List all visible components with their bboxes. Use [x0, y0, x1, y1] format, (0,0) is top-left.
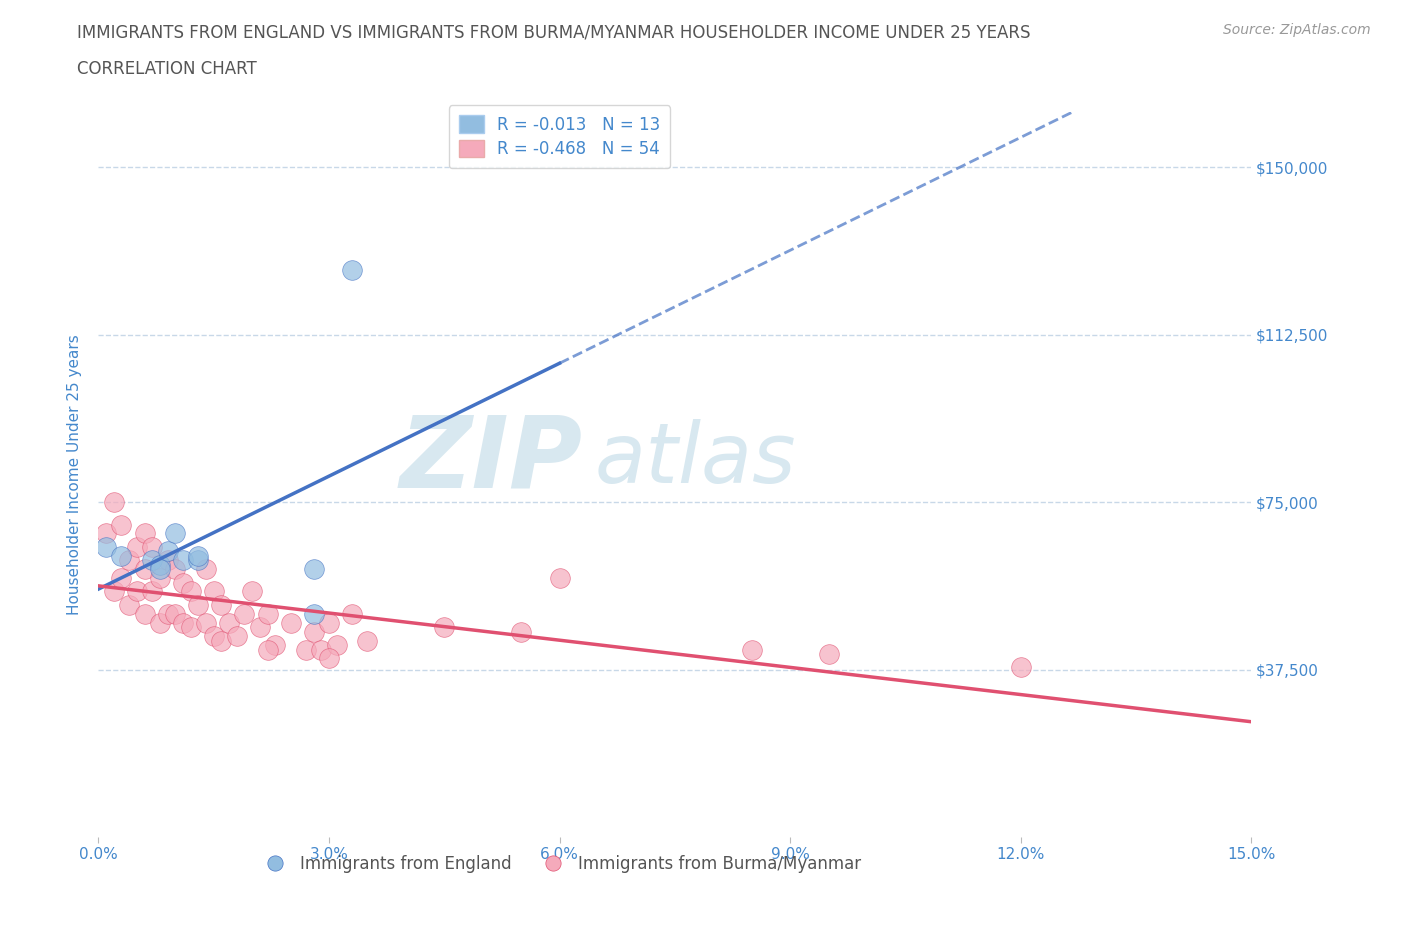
Point [125, 584, 148, 599]
Text: atlas: atlas [595, 419, 796, 500]
Point [225, 629, 247, 644]
Point [149, 571, 172, 586]
Point [240, 584, 263, 599]
Point [110, 549, 132, 564]
Point [218, 616, 240, 631]
Text: Source: ZipAtlas.com: Source: ZipAtlas.com [1223, 23, 1371, 37]
Point [141, 584, 163, 599]
Point [548, 571, 571, 586]
Point [340, 262, 363, 277]
Point [110, 571, 132, 586]
Point [134, 526, 156, 541]
Point [149, 562, 172, 577]
Point [156, 544, 179, 559]
Text: ZIP: ZIP [399, 411, 582, 509]
Point [165, 562, 187, 577]
Point [295, 642, 318, 657]
Point [118, 597, 141, 612]
Point [264, 638, 287, 653]
Point [134, 606, 156, 621]
Text: CORRELATION CHART: CORRELATION CHART [77, 60, 257, 78]
Point [187, 597, 209, 612]
Point [103, 584, 125, 599]
Point [249, 619, 271, 634]
Point [172, 616, 194, 631]
Point [172, 552, 194, 567]
Point [156, 552, 179, 567]
Point [302, 624, 325, 639]
Point [156, 606, 179, 621]
Legend: Immigrants from England, Immigrants from Burma/Myanmar: Immigrants from England, Immigrants from… [252, 848, 868, 880]
Point [125, 539, 148, 554]
Point [149, 616, 172, 631]
Point [202, 629, 225, 644]
Point [209, 633, 232, 648]
Point [195, 562, 218, 577]
Point [817, 646, 839, 661]
Point [134, 562, 156, 577]
Y-axis label: Householder Income Under 25 years: Householder Income Under 25 years [67, 334, 83, 615]
Point [1010, 660, 1032, 675]
Point [187, 552, 209, 567]
Point [356, 633, 378, 648]
Point [209, 597, 232, 612]
Point [180, 619, 202, 634]
Point [172, 575, 194, 590]
Point [256, 642, 278, 657]
Point [141, 552, 163, 567]
Point [103, 495, 125, 510]
Point [118, 552, 141, 567]
Point [141, 539, 163, 554]
Point [510, 624, 533, 639]
Point [256, 606, 278, 621]
Point [110, 517, 132, 532]
Point [280, 616, 302, 631]
Point [302, 606, 325, 621]
Point [302, 562, 325, 577]
Point [149, 557, 172, 572]
Point [202, 584, 225, 599]
Point [195, 616, 218, 631]
Point [340, 606, 363, 621]
Point [318, 616, 340, 631]
Point [311, 642, 333, 657]
Point [318, 651, 340, 666]
Point [433, 619, 456, 634]
Point [187, 549, 209, 564]
Point [94, 526, 117, 541]
Text: IMMIGRANTS FROM ENGLAND VS IMMIGRANTS FROM BURMA/MYANMAR HOUSEHOLDER INCOME UNDE: IMMIGRANTS FROM ENGLAND VS IMMIGRANTS FR… [77, 23, 1031, 41]
Point [165, 606, 187, 621]
Point [233, 606, 256, 621]
Point [165, 526, 187, 541]
Point [325, 638, 347, 653]
Point [180, 584, 202, 599]
Point [741, 642, 763, 657]
Point [94, 539, 117, 554]
